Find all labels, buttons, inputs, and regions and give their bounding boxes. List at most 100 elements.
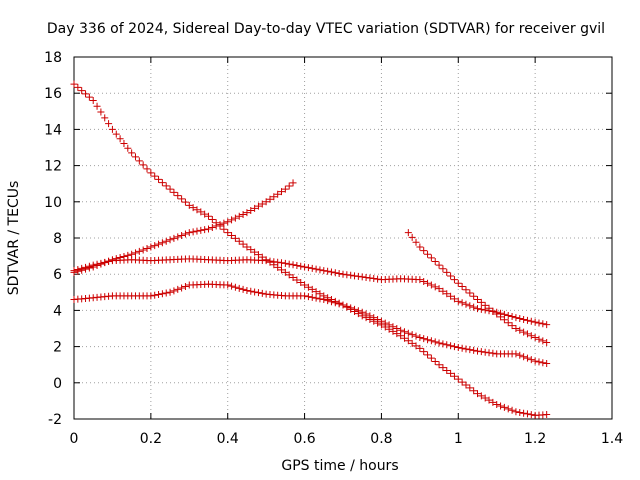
data-point [174,233,182,241]
data-point [466,302,474,310]
data-point [97,259,105,267]
data-point [358,273,366,281]
data-point [504,311,512,319]
data-point [481,394,489,402]
y-tick-label: 6 [53,267,62,283]
data-point [489,349,497,357]
data-point [474,296,481,304]
data-point [404,229,412,237]
data-point [193,206,201,214]
data-point [224,218,232,226]
data-point [243,209,251,217]
x-tick-label: 0.2 [140,431,162,447]
data-point [220,225,228,233]
data-point [366,312,374,320]
data-point [447,292,455,300]
data-point [89,261,97,269]
data-point [523,330,531,338]
data-point [278,266,286,274]
data-point [458,283,466,291]
data-point [474,305,481,313]
data-point [151,291,159,299]
data-point [470,387,478,395]
data-point [500,316,508,324]
data-point [443,268,451,276]
data-point [285,271,293,279]
data-point [462,345,470,353]
data-point [162,182,170,190]
data-point [374,315,382,323]
data-point [189,204,197,212]
data-point [112,130,120,138]
data-point [374,275,382,283]
data-point [327,298,335,306]
data-point [358,308,366,316]
data-point [166,236,174,244]
data-point [485,396,493,404]
data-point [289,261,297,269]
data-point [454,375,462,383]
data-point [435,285,443,293]
data-point [166,185,174,193]
data-point [254,202,262,210]
data-point [235,212,243,220]
data-point [512,408,520,416]
data-point [101,114,109,122]
data-point [343,302,351,310]
data-point [450,295,458,303]
data-point [93,102,101,110]
data-point [439,265,447,273]
data-point [543,338,551,346]
data-point [201,210,209,218]
data-point [304,293,312,301]
data-point [481,348,489,356]
y-tick-label: 8 [53,231,62,247]
data-point [247,287,255,295]
data-point [527,317,535,325]
data-point [131,153,139,161]
data-point [404,337,412,345]
data-point [516,315,524,323]
y-tick-label: 16 [44,86,62,102]
data-point [324,297,332,305]
data-point [166,288,174,296]
data-point [439,364,447,372]
data-point [420,277,428,285]
data-point [439,340,447,348]
data-point [458,299,466,307]
data-point [500,403,508,411]
data-point [354,272,362,280]
data-point [381,319,389,327]
data-point [297,279,305,287]
data-point [458,378,466,386]
data-point [508,313,516,321]
data-point [335,300,343,308]
data-point [539,359,547,367]
data-point [170,287,178,295]
data-point [516,408,524,416]
data-point [412,342,420,350]
x-tick-label: 1.4 [601,431,623,447]
x-tick-label: 0.6 [293,431,315,447]
data-point [504,319,512,327]
x-tick-label: 0.4 [217,431,239,447]
data-point [304,283,312,291]
data-point [427,354,435,362]
data-point [178,195,186,203]
data-point [158,239,166,247]
data-point [327,268,335,276]
data-point [301,281,309,289]
data-point [116,135,124,143]
data-point [474,390,481,398]
data-point [504,405,512,413]
data-point [212,222,220,230]
data-point [527,411,535,419]
data-point [239,210,247,218]
data-point [512,325,520,332]
data-point [435,361,443,369]
data-point [74,83,82,91]
data-point [312,265,320,273]
data-point [289,179,297,187]
data-point [301,263,309,271]
data-point [516,351,524,359]
